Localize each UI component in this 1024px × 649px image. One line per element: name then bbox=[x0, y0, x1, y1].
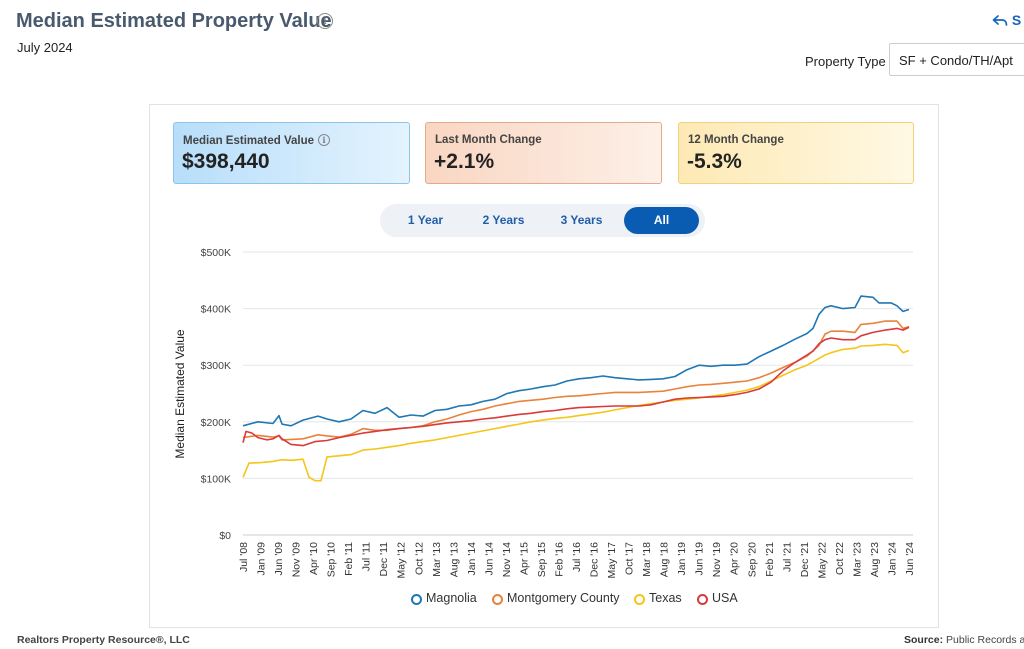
twelve-month-change-label: 12 Month Change bbox=[688, 134, 784, 146]
y-tick-label: $300K bbox=[201, 360, 231, 372]
legend-marker-icon bbox=[634, 594, 645, 605]
x-tick-label: Nov '14 bbox=[501, 542, 513, 577]
x-tick-label: Nov '19 bbox=[711, 542, 723, 577]
last-month-change-label: Last Month Change bbox=[435, 134, 542, 146]
page-subtitle: July 2024 bbox=[17, 40, 73, 55]
info-icon[interactable]: i bbox=[318, 134, 331, 146]
x-tick-label: Jan '14 bbox=[466, 542, 478, 576]
x-tick-label: Mar '13 bbox=[431, 542, 443, 577]
median-value: $398,440 bbox=[182, 150, 270, 173]
series-line-usa[interactable] bbox=[242, 326, 910, 447]
x-tick-label: Jul '16 bbox=[571, 542, 583, 572]
median-value-card: Median Estimated Value i $398,440 bbox=[173, 122, 410, 184]
x-tick-label: Nov '09 bbox=[291, 542, 303, 577]
x-tick-label: Feb '11 bbox=[343, 542, 355, 576]
x-tick-label: Feb '16 bbox=[553, 542, 565, 577]
legend-item-montgomery-county[interactable]: Montgomery County bbox=[492, 591, 620, 605]
chart-grid bbox=[243, 251, 913, 536]
x-tick-label: Sep '10 bbox=[326, 542, 338, 577]
chart-panel bbox=[149, 104, 939, 628]
legend-item-texas[interactable]: Texas bbox=[634, 591, 682, 605]
legend-marker-icon bbox=[492, 594, 503, 605]
x-tick-label: Mar '23 bbox=[851, 542, 863, 577]
x-tick-label: Jan '24 bbox=[886, 542, 898, 576]
range-2-years-button[interactable]: 2 Years bbox=[482, 213, 525, 227]
x-tick-label: Apr '15 bbox=[518, 542, 530, 575]
x-tick-label: Dec '21 bbox=[799, 542, 811, 577]
x-tick-label: Aug '23 bbox=[869, 542, 881, 577]
x-tick-label: May '22 bbox=[816, 542, 828, 579]
x-tick-label: Oct '17 bbox=[624, 542, 636, 575]
y-tick-label: $400K bbox=[201, 304, 231, 316]
x-tick-label: Feb '21 bbox=[764, 542, 776, 577]
x-axis-ticks: Jul '08 Jan '09 Jun '09 Nov '09 Apr '10 Sep '… bbox=[238, 542, 916, 579]
x-tick-label: Jun '19 bbox=[694, 542, 706, 576]
legend-marker-icon bbox=[411, 594, 422, 605]
legend-label: Texas bbox=[649, 591, 682, 605]
twelve-month-change-card: 12 Month Change -5.3% bbox=[678, 122, 914, 184]
x-tick-label: Aug '13 bbox=[448, 542, 460, 577]
share-button[interactable]: S bbox=[992, 12, 1021, 28]
x-tick-label: Mar '18 bbox=[641, 542, 653, 577]
y-tick-label: $500K bbox=[201, 247, 231, 259]
x-tick-label: Sep '20 bbox=[746, 542, 758, 577]
legend-label: Magnolia bbox=[426, 591, 477, 605]
range-3-years-button[interactable]: 3 Years bbox=[560, 213, 603, 227]
x-tick-label: Oct '22 bbox=[834, 542, 846, 575]
info-icon[interactable]: i bbox=[317, 13, 333, 29]
footer-source: Source: Public Records ar bbox=[904, 634, 1024, 646]
footer-copyright: Realtors Property Resource®, LLC bbox=[17, 634, 190, 646]
x-tick-label: Jul '11 bbox=[361, 542, 373, 571]
x-tick-label: Dec '11 bbox=[378, 542, 390, 577]
x-tick-label: Dec '16 bbox=[589, 542, 601, 577]
x-tick-label: May '17 bbox=[606, 542, 618, 579]
page-title: Median Estimated Property Value bbox=[16, 10, 332, 32]
share-icon bbox=[992, 15, 1008, 27]
property-type-label: Property Type bbox=[805, 54, 886, 69]
x-tick-label: Apr '10 bbox=[308, 542, 320, 575]
series-lines bbox=[242, 295, 910, 482]
last-month-change-card: Last Month Change +2.1% bbox=[425, 122, 662, 184]
x-tick-label: Jul '21 bbox=[781, 542, 793, 572]
series-line-texas[interactable] bbox=[242, 343, 910, 482]
legend-marker-icon bbox=[697, 594, 708, 605]
x-tick-label: Jul '08 bbox=[238, 542, 250, 572]
y-tick-label: $200K bbox=[201, 417, 231, 429]
series-line-magnolia[interactable] bbox=[242, 295, 910, 427]
x-tick-label: Aug '18 bbox=[659, 542, 671, 577]
source-value: Public Records ar bbox=[946, 634, 1024, 646]
x-tick-label: May '12 bbox=[396, 542, 408, 579]
range-all-button[interactable]: All bbox=[624, 207, 699, 234]
x-tick-label: Sep '15 bbox=[536, 542, 548, 577]
legend-label: Montgomery County bbox=[507, 591, 620, 605]
y-tick-label: $100K bbox=[201, 473, 231, 485]
x-tick-label: Jun '09 bbox=[273, 542, 285, 576]
x-tick-label: Apr '20 bbox=[729, 542, 741, 575]
x-tick-label: Jan '19 bbox=[676, 542, 688, 576]
legend-label: USA bbox=[712, 591, 738, 605]
twelve-month-change-value: -5.3% bbox=[687, 150, 742, 173]
legend-item-usa[interactable]: USA bbox=[697, 591, 738, 605]
source-label: Source: bbox=[904, 634, 944, 646]
range-1-year-button[interactable]: 1 Year bbox=[407, 213, 444, 227]
x-tick-label: Jun '14 bbox=[483, 542, 495, 576]
share-label: S bbox=[1011, 12, 1022, 28]
median-value-label: Median Estimated Value bbox=[183, 135, 315, 147]
x-tick-label: Jan '09 bbox=[256, 542, 268, 576]
y-tick-label: $0 bbox=[219, 530, 231, 542]
legend-item-magnolia[interactable]: Magnolia bbox=[411, 591, 477, 605]
time-range-selector: 1 Year 2 Years 3 Years All bbox=[380, 204, 705, 237]
y-axis-label: Median Estimated Value bbox=[173, 329, 187, 459]
x-tick-label: Oct '12 bbox=[413, 542, 425, 575]
last-month-change-value: +2.1% bbox=[434, 150, 495, 173]
x-tick-label: Jun '24 bbox=[904, 542, 916, 576]
property-type-select[interactable]: SF + Condo/TH/Apt bbox=[889, 43, 1024, 76]
y-axis-ticks: $0 $100K $200K $300K $400K $500K bbox=[201, 247, 232, 542]
